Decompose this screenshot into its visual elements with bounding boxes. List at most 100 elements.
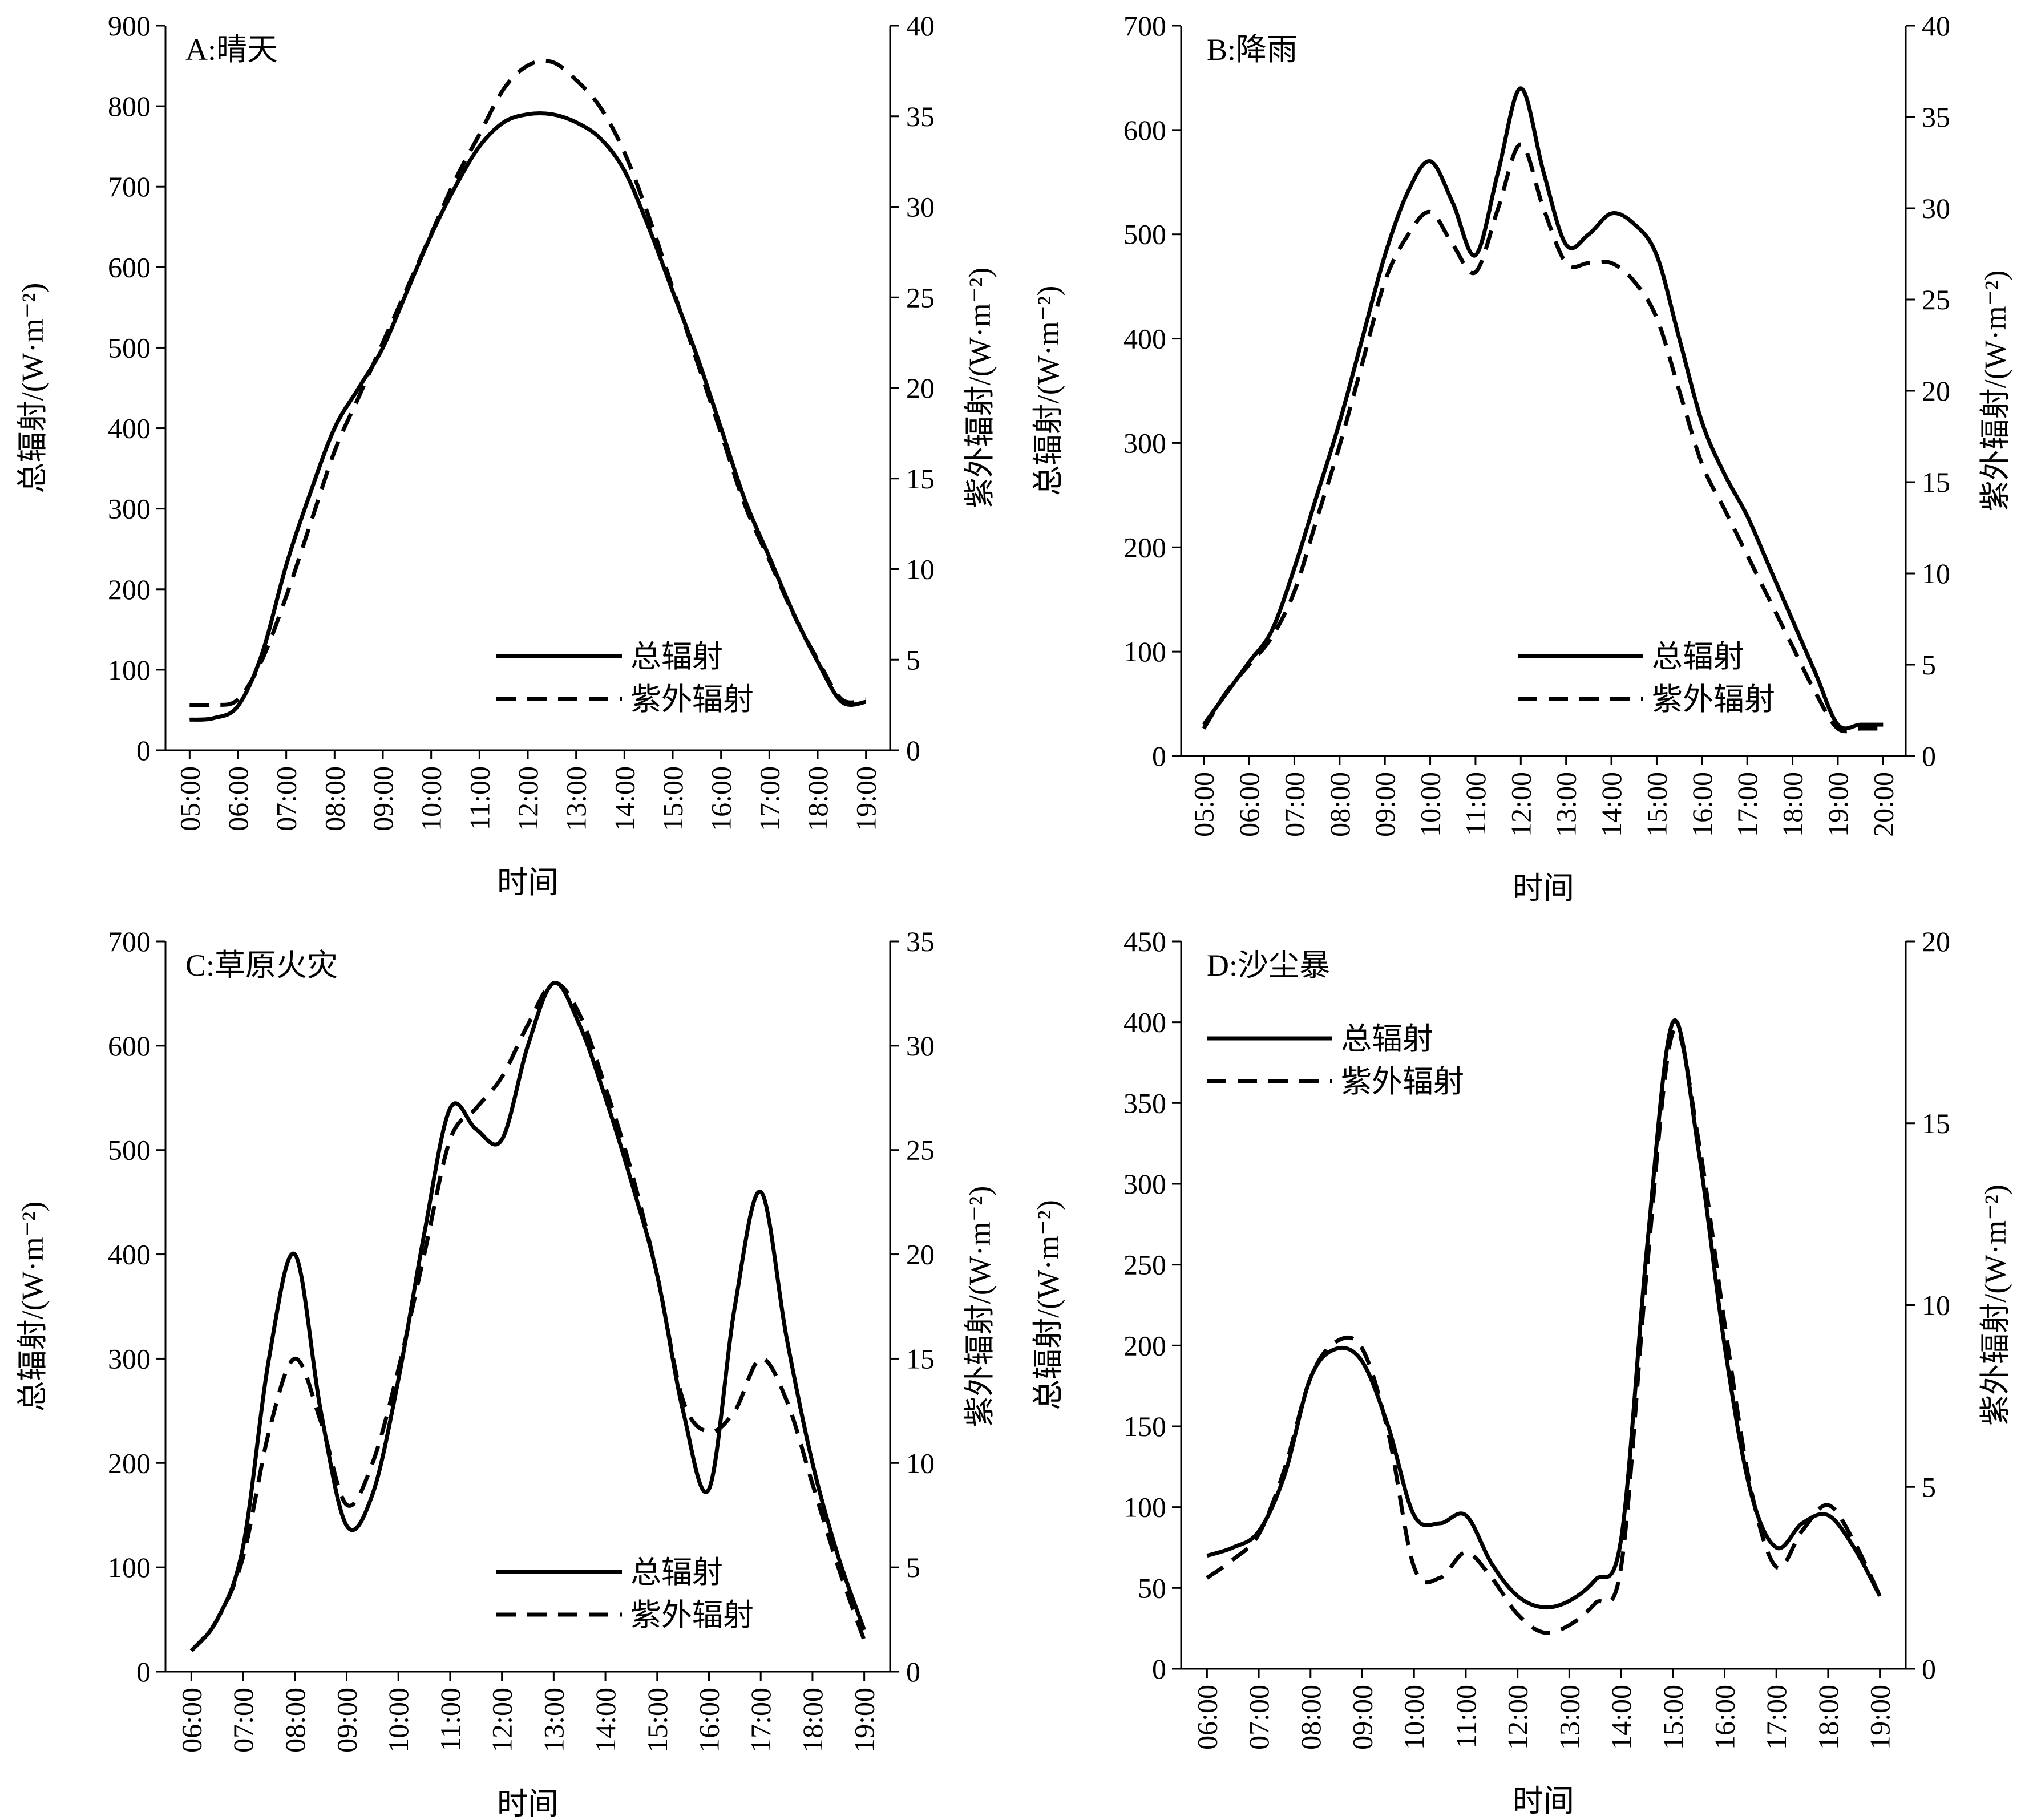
left-y-tick-label: 800: [108, 90, 151, 122]
x-tick-label: 16:00: [1686, 772, 1718, 837]
left-y-tick-label: 900: [108, 10, 151, 42]
x-tick-label: 06:00: [1233, 772, 1265, 837]
x-tick-label: 16:00: [693, 1688, 725, 1753]
x-tick-label: 13:00: [1550, 772, 1582, 837]
right-y-tick-label: 30: [1922, 192, 1950, 224]
legend-label: 紫外辐射: [1341, 1065, 1464, 1099]
left-y-tick-label: 700: [1123, 10, 1166, 42]
right-y-tick-label: 10: [906, 1447, 935, 1479]
right-y-tick-label: 40: [1922, 10, 1950, 42]
x-tick-label: 19:00: [1822, 772, 1854, 837]
series-line-uv-radiation: [189, 59, 867, 707]
right-y-tick-label: 30: [906, 1030, 935, 1062]
left-y-tick-label: 200: [108, 573, 151, 605]
right-y-tick-label: 40: [906, 10, 935, 42]
right-y-tick-label: 10: [1922, 1289, 1950, 1321]
legend-label: 紫外辐射: [630, 1598, 754, 1632]
left-y-tick-label: 600: [108, 1030, 151, 1062]
x-tick-label: 19:00: [848, 1688, 880, 1753]
right-y-axis-title: 紫外辐射/(W·m⁻²): [963, 268, 997, 509]
x-tick-label: 11:00: [1450, 1685, 1482, 1749]
x-tick-label: 09:00: [1347, 1685, 1379, 1750]
x-tick-label: 14:00: [608, 766, 640, 831]
x-tick-label: 12:00: [1505, 772, 1537, 837]
x-tick-label: 15:00: [1640, 772, 1672, 837]
right-y-tick-label: 10: [906, 553, 935, 585]
x-axis-title: 时间: [497, 1787, 559, 1820]
left-y-tick-label: 100: [108, 1551, 151, 1583]
x-tick-label: 20:00: [1867, 772, 1899, 837]
x-tick-label: 13:00: [537, 1688, 569, 1753]
left-y-tick-label: 500: [108, 331, 151, 363]
right-y-tick-label: 15: [1922, 1107, 1950, 1139]
x-tick-label: 19:00: [1864, 1685, 1896, 1750]
series-line-total-radiation: [189, 981, 866, 1652]
left-y-tick-label: 300: [1123, 427, 1166, 459]
right-y-tick-label: 0: [1922, 1653, 1936, 1685]
x-tick-label: 11:00: [1460, 772, 1492, 836]
x-tick-label: 16:00: [705, 766, 737, 831]
legend-label: 总辐射: [1652, 640, 1744, 674]
right-y-tick-label: 35: [906, 925, 935, 957]
right-y-tick-label: 5: [906, 644, 920, 676]
right-y-tick-label: 0: [1922, 740, 1936, 772]
x-tick-label: 12:00: [512, 766, 544, 831]
x-tick-label: 07:00: [1243, 1685, 1275, 1750]
right-y-tick-label: 15: [906, 463, 935, 495]
x-tick-label: 18:00: [797, 1688, 828, 1753]
right-y-tick-label: 25: [906, 1134, 935, 1166]
left-y-tick-label: 200: [108, 1447, 151, 1479]
left-y-tick-label: 450: [1123, 925, 1166, 957]
left-y-tick-label: 600: [1123, 114, 1166, 146]
panel-title: D:沙尘暴: [1207, 948, 1330, 982]
x-tick-label: 11:00: [434, 1688, 466, 1752]
x-tick-label: 14:00: [1605, 1685, 1637, 1750]
x-tick-label: 09:00: [367, 766, 399, 831]
right-y-tick-label: 35: [1922, 101, 1950, 133]
panel-title: C:草原火灾: [185, 948, 338, 982]
x-tick-label: 06:00: [175, 1688, 207, 1753]
x-tick-label: 09:00: [1369, 772, 1401, 837]
right-y-tick-label: 0: [906, 734, 920, 766]
x-tick-label: 14:00: [589, 1688, 621, 1753]
series-line-total-radiation: [189, 111, 867, 722]
x-tick-label: 08:00: [279, 1688, 311, 1753]
left-y-tick-label: 500: [108, 1134, 151, 1166]
panel-title: A:晴天: [185, 33, 278, 67]
left-y-tick-label: 700: [108, 171, 151, 203]
left-y-tick-label: 0: [1152, 1653, 1166, 1685]
left-y-axis-title: 总辐射/(W·m⁻²): [1031, 286, 1065, 496]
left-y-tick-label: 700: [108, 925, 151, 957]
right-y-tick-label: 5: [1922, 649, 1936, 681]
x-tick-label: 17:00: [1760, 1685, 1792, 1750]
legend-label: 紫外辐射: [1652, 682, 1775, 717]
left-y-tick-label: 100: [1123, 1491, 1166, 1523]
right-y-tick-label: 20: [906, 1239, 935, 1271]
panel-title: B:降雨: [1207, 33, 1298, 67]
x-tick-label: 08:00: [318, 766, 350, 831]
x-tick-label: 10:00: [382, 1688, 414, 1753]
x-tick-label: 16:00: [1709, 1685, 1741, 1750]
right-y-axis-title: 紫外辐射/(W·m⁻²): [963, 1186, 997, 1427]
left-y-tick-label: 100: [108, 654, 151, 686]
right-y-tick-label: 10: [1922, 557, 1950, 589]
left-y-tick-label: 300: [108, 493, 151, 525]
x-tick-label: 08:00: [1295, 1685, 1327, 1750]
left-y-tick-label: 400: [108, 1239, 151, 1271]
left-y-tick-label: 500: [1123, 219, 1166, 250]
x-tick-label: 14:00: [1595, 772, 1627, 837]
right-y-tick-label: 15: [1922, 466, 1950, 498]
x-tick-label: 05:00: [173, 766, 205, 831]
right-y-axis-title: 紫外辐射/(W·m⁻²): [1978, 270, 2012, 512]
right-y-tick-label: 20: [1922, 925, 1950, 957]
left-y-tick-label: 200: [1123, 1329, 1166, 1361]
left-y-tick-label: 400: [1123, 1006, 1166, 1038]
x-tick-label: 15:00: [657, 766, 689, 831]
x-tick-label: 12:00: [486, 1688, 518, 1753]
x-axis-title: 时间: [1513, 871, 1574, 905]
x-tick-label: 10:00: [415, 766, 447, 831]
